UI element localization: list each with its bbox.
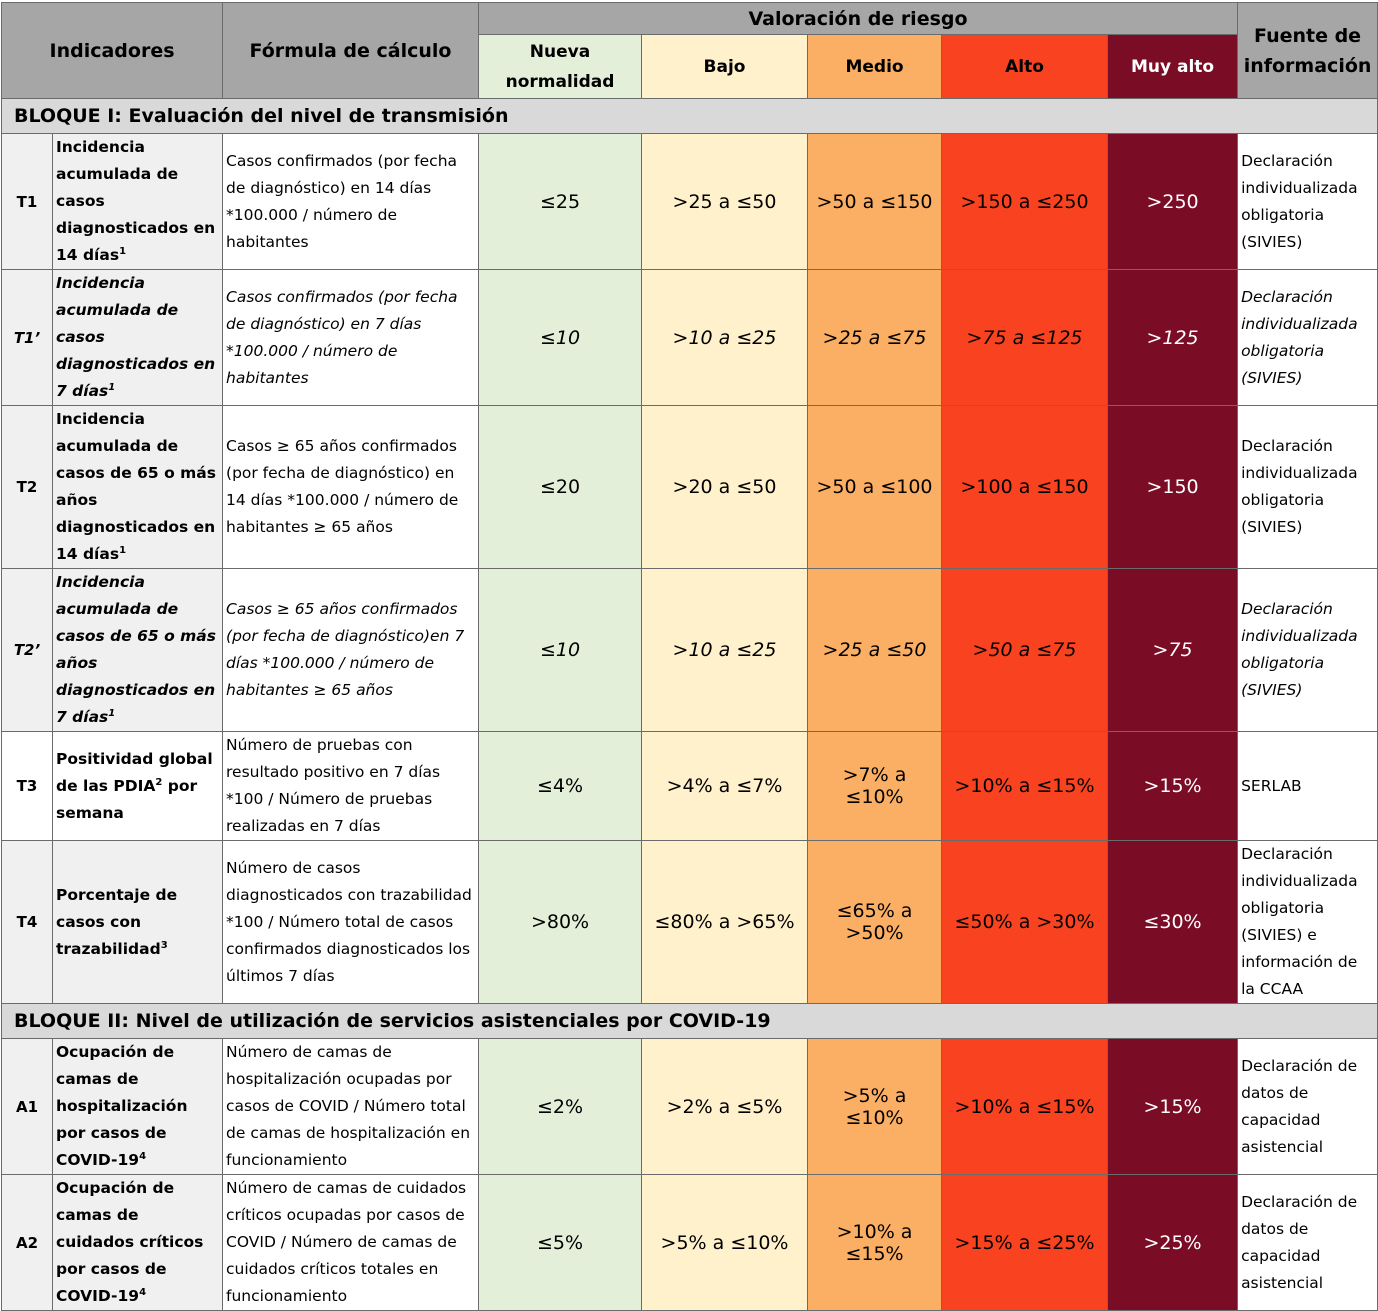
value-nueva: ≤10 [478, 269, 643, 406]
level-alto: Alto [941, 34, 1109, 99]
table-row: T4 Porcentaje de casos con trazabilidad3… [1, 840, 1378, 1004]
value-muy-alto: >15% [1107, 731, 1239, 841]
value-medio: >7% a ≤10% [807, 731, 943, 841]
value-bajo: >10 a ≤25 [641, 269, 809, 406]
row-code: T3 [1, 731, 53, 841]
table-row: T1’ Incidencia acumulada de casos diagno… [1, 269, 1378, 406]
value-muy-alto: >75 [1107, 568, 1239, 732]
value-alto: >150 a ≤250 [941, 133, 1109, 270]
value-muy-alto: >150 [1107, 405, 1239, 569]
indicator-name: Incidencia acumulada de casos diagnostic… [51, 133, 224, 270]
header-indicadores: Indicadores [0, 2, 224, 99]
level-medio: Medio [807, 34, 943, 99]
formula-text: Casos ≥ 65 años confirmados (por fecha d… [222, 568, 480, 732]
value-nueva: ≤5% [478, 1174, 643, 1311]
source-text: Declaración de datos de capacidad asiste… [1237, 1174, 1378, 1311]
value-nueva: ≤20 [478, 405, 643, 569]
table-row: T2 Incidencia acumulada de casos de 65 o… [1, 405, 1378, 569]
row-code: A2 [1, 1174, 53, 1311]
indicator-name: Incidencia acumulada de casos diagnostic… [51, 269, 224, 406]
source-text: SERLAB [1237, 731, 1378, 841]
value-muy-alto: ≤30% [1107, 840, 1239, 1004]
block-title: BLOQUE II: Nivel de utilización de servi… [0, 1003, 1378, 1039]
level-bajo: Bajo [641, 34, 809, 99]
indicator-name: Incidencia acumulada de casos de 65 o má… [51, 568, 224, 732]
value-nueva: ≤4% [478, 731, 643, 841]
value-alto: >100 a ≤150 [941, 405, 1109, 569]
formula-text: Número de camas de cuidados críticos ocu… [222, 1174, 480, 1311]
value-alto: ≤50% a >30% [941, 840, 1109, 1004]
block-title: BLOQUE I: Evaluación del nivel de transm… [0, 98, 1378, 134]
value-alto: >50 a ≤75 [941, 568, 1109, 732]
formula-text: Casos confirmados (por fecha de diagnóst… [222, 269, 480, 406]
formula-text: Número de camas de hospitalización ocupa… [222, 1038, 480, 1175]
value-muy-alto: >125 [1107, 269, 1239, 406]
table-row: A1 Ocupación de camas de hospitalización… [1, 1038, 1378, 1175]
value-medio: >50 a ≤150 [807, 133, 943, 270]
header-fuente: Fuente de información [1237, 2, 1378, 99]
value-alto: >10% a ≤15% [941, 731, 1109, 841]
value-muy-alto: >15% [1107, 1038, 1239, 1175]
source-text: Declaración individualizada obligatoria … [1237, 840, 1378, 1004]
row-code: T4 [1, 840, 53, 1004]
value-bajo: >20 a ≤50 [641, 405, 809, 569]
value-bajo: >25 a ≤50 [641, 133, 809, 270]
value-medio: >50 a ≤100 [807, 405, 943, 569]
value-muy-alto: >25% [1107, 1174, 1239, 1311]
indicator-name: Incidencia acumulada de casos de 65 o má… [51, 405, 224, 569]
value-nueva: ≤2% [478, 1038, 643, 1175]
table-row: A2 Ocupación de camas de cuidados crític… [1, 1174, 1378, 1311]
header-valoracion: Valoración de riesgo [478, 2, 1239, 35]
value-medio: >25 a ≤75 [807, 269, 943, 406]
source-text: Declaración individualizada obligatoria … [1237, 405, 1378, 569]
row-code: T2 [1, 405, 53, 569]
value-alto: >10% a ≤15% [941, 1038, 1109, 1175]
value-alto: >75 a ≤125 [941, 269, 1109, 406]
indicator-name: Porcentaje de casos con trazabilidad3 [51, 840, 224, 1004]
value-bajo: >2% a ≤5% [641, 1038, 809, 1175]
source-text: Declaración de datos de capacidad asiste… [1237, 1038, 1378, 1175]
formula-text: Número de pruebas con resultado positivo… [222, 731, 480, 841]
table-row: T3 Positividad global de las PDIA2 por s… [1, 731, 1378, 841]
formula-text: Número de casos diagnosticados con traza… [222, 840, 480, 1004]
value-nueva: ≤25 [478, 133, 643, 270]
level-nueva-normalidad: Nueva normalidad [478, 34, 643, 99]
value-alto: >15% a ≤25% [941, 1174, 1109, 1311]
value-bajo: >5% a ≤10% [641, 1174, 809, 1311]
indicator-name: Positividad global de las PDIA2 por sema… [51, 731, 224, 841]
value-medio: ≤65% a >50% [807, 840, 943, 1004]
formula-text: Casos ≥ 65 años confirmados (por fecha d… [222, 405, 480, 569]
value-bajo: >10 a ≤25 [641, 568, 809, 732]
source-text: Declaración individualizada obligatoria … [1237, 133, 1378, 270]
value-medio: >25 a ≤50 [807, 568, 943, 732]
value-bajo: ≤80% a >65% [641, 840, 809, 1004]
table-row: T1 Incidencia acumulada de casos diagnos… [1, 133, 1378, 270]
value-bajo: >4% a ≤7% [641, 731, 809, 841]
value-muy-alto: >250 [1107, 133, 1239, 270]
indicator-name: Ocupación de camas de hospitalización po… [51, 1038, 224, 1175]
row-code: T1’ [1, 269, 53, 406]
row-code: A1 [1, 1038, 53, 1175]
value-medio: >10% a ≤15% [807, 1174, 943, 1311]
formula-text: Casos confirmados (por fecha de diagnóst… [222, 133, 480, 270]
indicator-name: Ocupación de camas de cuidados críticos … [51, 1174, 224, 1311]
source-text: Declaración individualizada obligatoria … [1237, 269, 1378, 406]
level-muy-alto: Muy alto [1107, 34, 1239, 99]
header-formula: Fórmula de cálculo [222, 2, 480, 99]
value-nueva: >80% [478, 840, 643, 1004]
table-row: T2’ Incidencia acumulada de casos de 65 … [1, 568, 1378, 732]
source-text: Declaración individualizada obligatoria … [1237, 568, 1378, 732]
row-code: T2’ [1, 568, 53, 732]
row-code: T1 [1, 133, 53, 270]
value-nueva: ≤10 [478, 568, 643, 732]
value-medio: >5% a ≤10% [807, 1038, 943, 1175]
